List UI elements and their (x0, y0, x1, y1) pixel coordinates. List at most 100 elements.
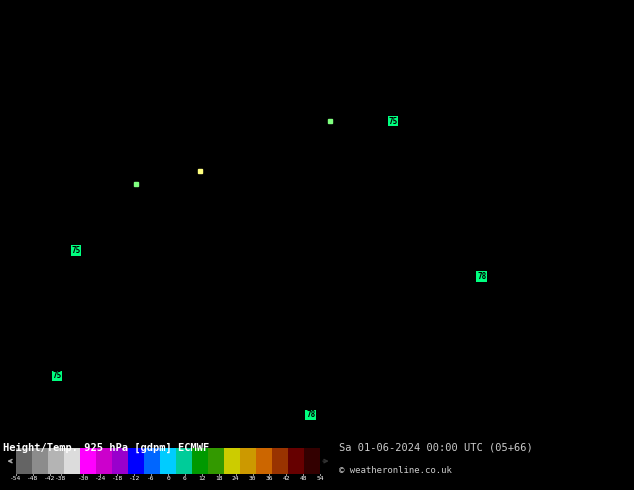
Text: 4: 4 (162, 204, 167, 214)
Text: 7: 7 (330, 376, 334, 385)
Text: 6: 6 (391, 5, 395, 14)
Text: 9: 9 (188, 233, 192, 242)
Text: 1: 1 (522, 271, 527, 280)
Text: 7: 7 (558, 167, 562, 175)
Text: 5: 5 (274, 147, 278, 156)
Text: 3: 3 (264, 100, 268, 109)
Text: 9: 9 (66, 167, 70, 175)
Bar (272, 448, 288, 474)
Text: 8: 8 (462, 357, 466, 366)
Text: 6: 6 (426, 119, 430, 128)
Text: 2: 2 (284, 109, 288, 119)
Text: 7: 7 (122, 385, 126, 394)
Text: 2: 2 (152, 157, 157, 166)
Text: 1: 1 (142, 138, 146, 147)
Text: 0: 0 (76, 414, 81, 423)
Text: 5: 5 (41, 347, 45, 356)
Text: 3: 3 (299, 43, 304, 52)
Text: 4: 4 (41, 81, 45, 90)
Text: 7: 7 (462, 119, 466, 128)
Text: 8: 8 (314, 366, 319, 375)
Text: 4: 4 (380, 128, 385, 137)
Text: 7: 7 (0, 252, 4, 261)
Text: 4: 4 (203, 195, 207, 204)
Text: 9: 9 (172, 376, 177, 385)
Text: 1: 1 (533, 81, 537, 90)
Text: 8: 8 (527, 357, 532, 366)
Text: 3: 3 (259, 157, 263, 166)
Text: 4: 4 (86, 414, 91, 423)
Text: 4: 4 (162, 357, 167, 366)
Text: 6: 6 (472, 243, 476, 251)
Text: 4: 4 (162, 299, 167, 309)
Text: 9: 9 (406, 81, 410, 90)
Text: 6: 6 (243, 271, 248, 280)
Text: 7: 7 (41, 309, 45, 318)
Text: 7: 7 (482, 366, 486, 375)
Text: 2: 2 (122, 72, 126, 80)
Text: 8: 8 (76, 423, 81, 432)
Text: 6: 6 (122, 62, 126, 71)
Text: 6: 6 (162, 167, 167, 175)
Text: 3: 3 (401, 186, 405, 195)
Text: 7: 7 (157, 299, 162, 309)
Text: 7: 7 (269, 414, 273, 423)
Text: 3: 3 (228, 195, 233, 204)
Text: 7: 7 (426, 290, 430, 299)
Text: 5: 5 (548, 195, 552, 204)
Text: 4: 4 (36, 214, 40, 223)
Text: 5: 5 (391, 204, 395, 214)
Text: 3: 3 (467, 347, 471, 356)
Text: 7: 7 (604, 0, 608, 4)
Text: 0: 0 (456, 43, 461, 52)
Text: 9: 9 (472, 252, 476, 261)
Text: 7: 7 (254, 357, 258, 366)
Text: 5: 5 (426, 233, 430, 242)
Text: 1: 1 (380, 33, 385, 42)
Text: 6: 6 (497, 309, 501, 318)
Text: 4: 4 (350, 309, 354, 318)
Text: 3: 3 (472, 72, 476, 80)
Text: 8: 8 (178, 262, 182, 270)
Text: 8: 8 (604, 24, 608, 33)
Text: 3: 3 (583, 385, 588, 394)
Text: 9: 9 (249, 414, 253, 423)
Text: 5: 5 (51, 195, 55, 204)
Text: 4: 4 (456, 138, 461, 147)
Text: 8: 8 (406, 157, 410, 166)
Text: 4: 4 (56, 90, 60, 99)
Text: 5: 5 (396, 109, 400, 119)
Text: 8: 8 (5, 81, 10, 90)
Text: 3: 3 (132, 366, 136, 375)
Text: 8: 8 (294, 0, 299, 4)
Text: 7: 7 (406, 24, 410, 33)
Text: 7: 7 (132, 404, 136, 413)
Text: 8: 8 (107, 138, 111, 147)
Text: 8: 8 (264, 233, 268, 242)
Text: 2: 2 (279, 128, 283, 137)
Text: 1: 1 (446, 214, 451, 223)
Text: 0: 0 (30, 62, 35, 71)
Text: 9: 9 (152, 290, 157, 299)
Text: 5: 5 (46, 252, 50, 261)
Text: 0: 0 (568, 347, 573, 356)
Text: 9: 9 (304, 52, 309, 61)
Text: 8: 8 (380, 186, 385, 195)
Text: 9: 9 (604, 414, 608, 423)
Text: 4: 4 (0, 0, 4, 4)
Text: 7: 7 (299, 414, 304, 423)
Text: 7: 7 (147, 138, 152, 147)
Text: 6: 6 (614, 233, 618, 242)
Text: 9: 9 (583, 318, 588, 328)
Text: 9: 9 (254, 347, 258, 356)
Text: 0: 0 (416, 167, 420, 175)
Text: 2: 2 (233, 366, 238, 375)
Text: 4: 4 (183, 328, 187, 337)
Text: 1: 1 (451, 128, 456, 137)
Text: 6: 6 (157, 243, 162, 251)
Text: 8: 8 (563, 5, 567, 14)
Text: 1: 1 (563, 423, 567, 432)
Text: 2: 2 (162, 119, 167, 128)
Text: 3: 3 (238, 167, 243, 175)
Text: 7: 7 (20, 290, 25, 299)
